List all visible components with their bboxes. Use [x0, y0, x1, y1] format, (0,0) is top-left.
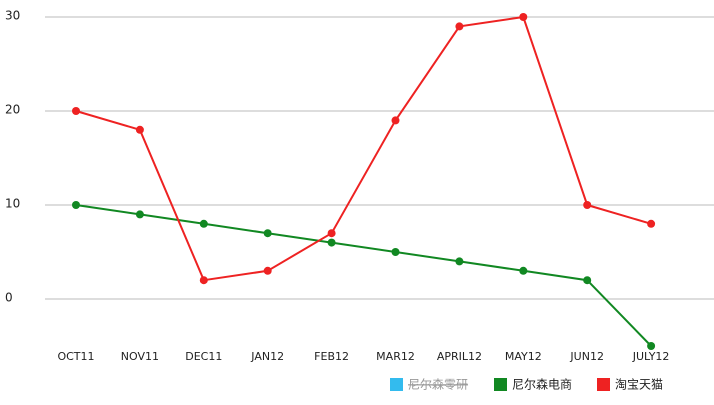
x-tick-label: OCT11	[57, 350, 94, 363]
data-point	[135, 125, 144, 134]
data-point	[327, 238, 336, 247]
y-tick-label: 10	[5, 197, 20, 211]
x-tick-label: FEB12	[314, 350, 349, 363]
x-tick-label: JAN12	[250, 350, 284, 363]
x-tick-label: JUN12	[569, 350, 604, 363]
data-point	[583, 201, 592, 209]
data-point	[72, 201, 80, 209]
legend-label[interactable]: 尼尔森零研	[408, 377, 468, 392]
data-point	[199, 219, 208, 228]
x-tick-label: MAY12	[505, 350, 542, 363]
data-point	[455, 22, 464, 31]
series-line	[75, 15, 652, 282]
data-point	[391, 116, 400, 125]
data-point	[455, 257, 464, 266]
x-tick-label: JULY12	[632, 350, 670, 363]
data-point	[135, 210, 144, 219]
y-tick-label: 20	[5, 103, 20, 117]
data-point	[519, 266, 528, 275]
data-point	[199, 276, 208, 285]
legend-label[interactable]: 尼尔森电商	[512, 377, 572, 392]
y-tick-label: 30	[5, 9, 20, 23]
data-point	[519, 13, 528, 21]
legend-swatch[interactable]	[494, 378, 507, 391]
data-point	[647, 342, 656, 350]
series-line	[75, 204, 652, 347]
data-point	[263, 266, 272, 275]
data-point	[327, 229, 336, 238]
data-point	[391, 248, 400, 256]
x-tick-label: MAR12	[376, 350, 415, 363]
x-tick-label: NOV11	[121, 350, 159, 363]
x-tick-label: APRIL12	[437, 350, 482, 363]
data-point	[647, 219, 656, 228]
x-tick-label: DEC11	[185, 350, 222, 363]
data-point	[583, 276, 592, 285]
legend-swatch[interactable]	[597, 378, 610, 391]
legend-swatch[interactable]	[390, 378, 403, 391]
data-point	[263, 229, 272, 238]
legend-label[interactable]: 淘宝天猫	[615, 378, 663, 392]
y-tick-label: 0	[5, 291, 13, 305]
data-point	[72, 107, 80, 115]
